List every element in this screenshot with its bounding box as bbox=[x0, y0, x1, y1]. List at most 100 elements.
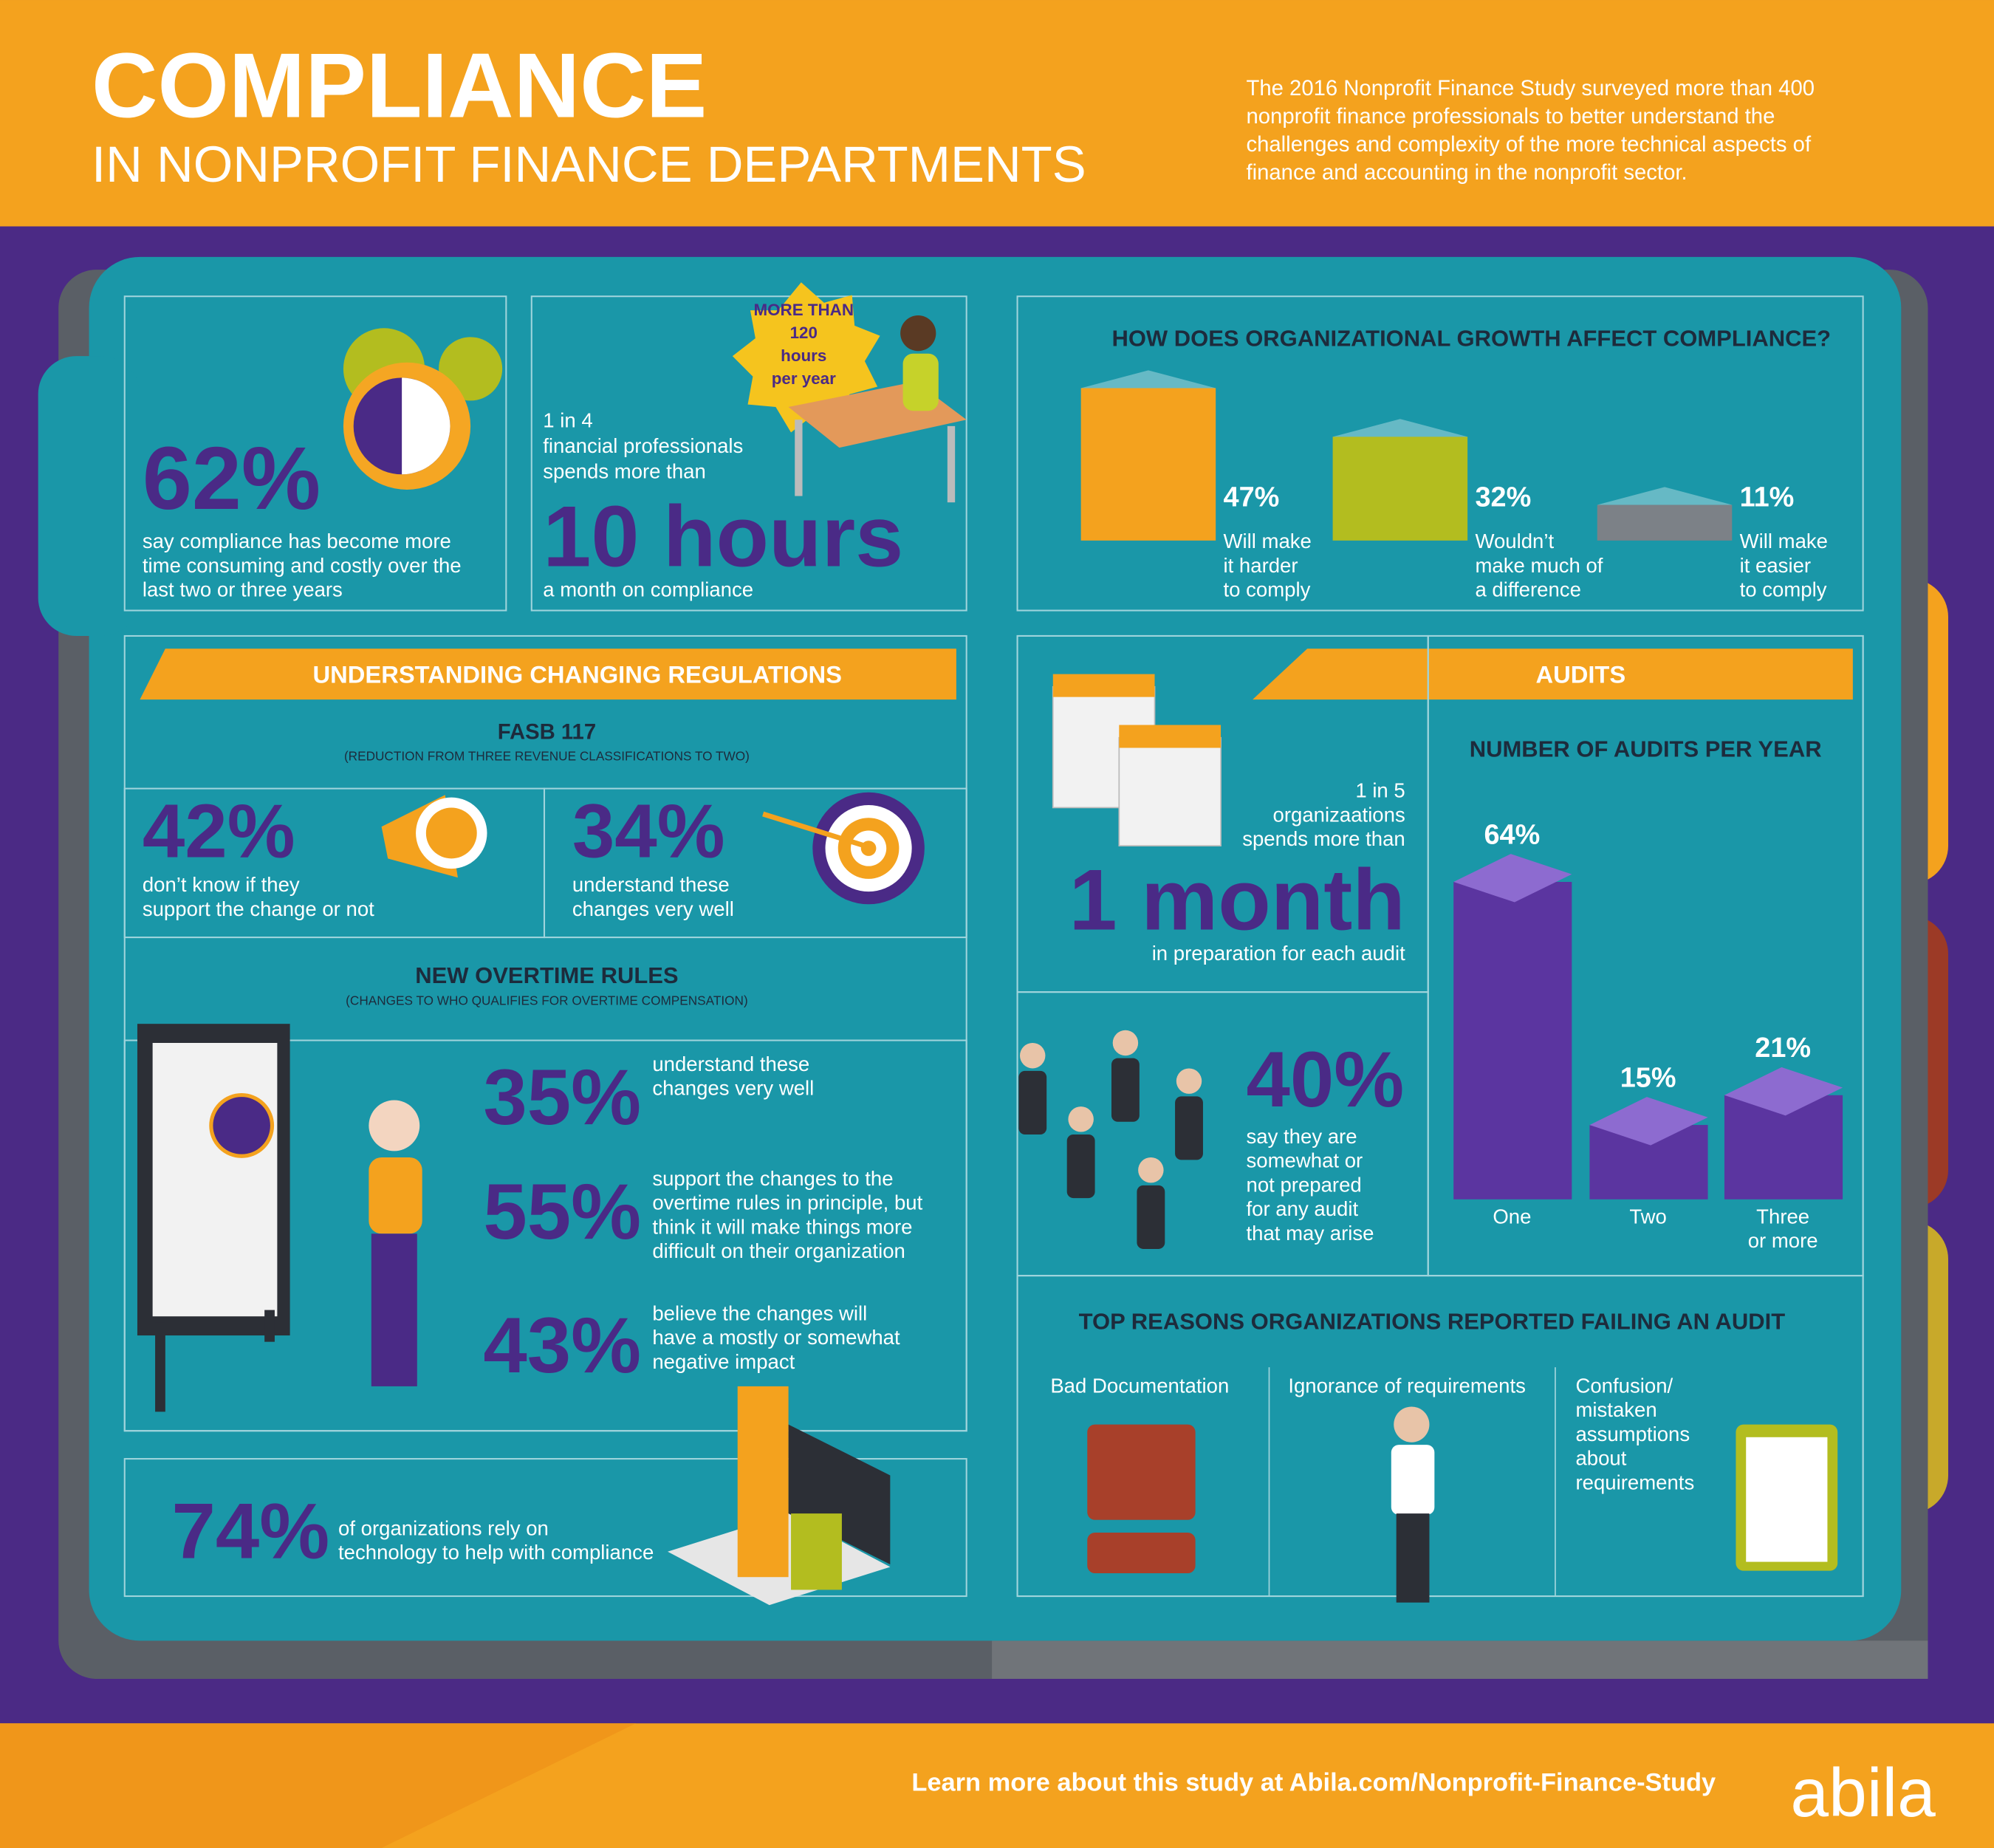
person-head bbox=[1176, 1068, 1202, 1094]
person-body bbox=[1111, 1058, 1140, 1122]
reason: assumptions bbox=[1575, 1423, 1690, 1445]
lead: financial professionals bbox=[543, 434, 743, 457]
logo: abila bbox=[1790, 1754, 1936, 1831]
intro-line: challenges and complexity of the more te… bbox=[1247, 133, 1812, 157]
man-legs bbox=[1396, 1513, 1430, 1603]
stat-text: for any audit bbox=[1247, 1197, 1359, 1220]
panel-border bbox=[123, 1458, 967, 1598]
badge bbox=[732, 282, 880, 433]
stat: 74% bbox=[171, 1486, 329, 1575]
bar-top bbox=[1080, 370, 1216, 389]
laptop-screen bbox=[788, 1424, 891, 1564]
stat: 10 hours bbox=[543, 487, 903, 584]
clock-half bbox=[402, 377, 450, 475]
panel-shadow-light bbox=[992, 1640, 1928, 1679]
stat-text: last two or three years bbox=[143, 578, 343, 601]
stat-text: support the change or not bbox=[143, 897, 374, 920]
bar-top bbox=[1724, 1067, 1843, 1116]
panel-border bbox=[123, 1039, 967, 1432]
easel-leg bbox=[264, 1310, 275, 1342]
section-title: NUMBER OF AUDITS PER YEAR bbox=[1470, 736, 1822, 762]
intro-line: finance and accounting in the nonprofit … bbox=[1247, 161, 1688, 185]
stat-text: think it will make things more bbox=[652, 1215, 912, 1238]
panel-border bbox=[530, 295, 967, 612]
audit-bar bbox=[1453, 882, 1572, 1200]
stat-text: say they are bbox=[1247, 1125, 1357, 1148]
woman-head bbox=[369, 1100, 420, 1151]
megaphone-inner bbox=[425, 807, 477, 859]
growth-bar bbox=[1597, 504, 1733, 541]
easel-screen bbox=[152, 1043, 278, 1317]
value-label: 64% bbox=[1484, 819, 1540, 850]
woman-legs bbox=[371, 1233, 417, 1386]
stat: 35% bbox=[483, 1053, 641, 1141]
stat-text: changes very well bbox=[572, 897, 734, 920]
stat: 34% bbox=[572, 788, 725, 874]
dollar-coin bbox=[209, 1093, 275, 1158]
bar-label: a difference bbox=[1475, 578, 1580, 601]
bar-label: to comply bbox=[1224, 578, 1311, 601]
bar-label: to comply bbox=[1740, 578, 1827, 601]
stat-text: somewhat or bbox=[1247, 1149, 1363, 1172]
header-band bbox=[0, 0, 1994, 227]
badge-text: hours bbox=[781, 346, 826, 365]
reason: about bbox=[1575, 1447, 1626, 1470]
stat-text: of organizations rely on bbox=[338, 1516, 549, 1539]
desk-leg bbox=[795, 420, 803, 496]
spreadsheet bbox=[1118, 736, 1222, 846]
stat-text: difficult on their organization bbox=[652, 1239, 905, 1262]
subtitle: IN NONPROFIT FINANCE DEPARTMENTS bbox=[92, 136, 1086, 193]
person-head bbox=[1138, 1157, 1164, 1183]
person-head bbox=[1068, 1106, 1094, 1132]
banner bbox=[1253, 648, 1853, 700]
arrow bbox=[762, 811, 866, 849]
bar-top bbox=[1589, 1097, 1708, 1146]
spreadsheet-head bbox=[1052, 674, 1155, 697]
person-body bbox=[1018, 1070, 1047, 1135]
reason: Ignorance of requirements bbox=[1288, 1375, 1526, 1397]
lead: 1 in 5 bbox=[1355, 779, 1405, 802]
person-head bbox=[900, 315, 936, 352]
laptop-bar bbox=[791, 1513, 842, 1590]
bar-top bbox=[1597, 487, 1733, 505]
value-label: 47% bbox=[1224, 482, 1280, 513]
section-title: TOP REASONS ORGANIZATIONS REPORTED FAILI… bbox=[1079, 1308, 1786, 1334]
stat: 42% bbox=[143, 788, 295, 874]
stat-text: say compliance has become more bbox=[143, 530, 451, 552]
badge-text: per year bbox=[772, 369, 836, 388]
bar-label: Will make bbox=[1224, 530, 1312, 552]
note: (CHANGES TO WHO QUALIFIES FOR OVERTIME C… bbox=[346, 993, 748, 1007]
person-body bbox=[1175, 1096, 1203, 1160]
stat-text: time consuming and costly over the bbox=[143, 554, 462, 577]
badge-text: MORE THAN bbox=[754, 301, 854, 319]
footer-shade bbox=[0, 1723, 636, 1848]
stat: 62% bbox=[143, 428, 321, 528]
value-label: 15% bbox=[1620, 1062, 1676, 1093]
intro-line: The 2016 Nonprofit Finance Study surveye… bbox=[1247, 77, 1815, 100]
easel-leg bbox=[155, 1322, 165, 1412]
bar-label: it easier bbox=[1740, 554, 1811, 577]
bar-label: make much of bbox=[1475, 554, 1603, 577]
subsection-title: FASB 117 bbox=[498, 720, 596, 744]
reason: requirements bbox=[1575, 1471, 1694, 1493]
stat-text: believe the changes will bbox=[652, 1301, 867, 1324]
desk-leg bbox=[947, 425, 956, 503]
stat-text: technology to help with compliance bbox=[338, 1541, 654, 1564]
banner: AUDITS bbox=[1536, 661, 1626, 688]
panel-border bbox=[1016, 295, 1864, 612]
reason: mistaken bbox=[1575, 1398, 1656, 1421]
stat-text: support the changes to the bbox=[652, 1167, 893, 1190]
bar-label: Two bbox=[1629, 1205, 1667, 1228]
man-body bbox=[1391, 1445, 1435, 1515]
laptop-bar bbox=[737, 1386, 789, 1578]
stat-text: not prepared bbox=[1247, 1173, 1362, 1196]
person-head bbox=[1112, 1030, 1139, 1056]
banner bbox=[140, 648, 956, 700]
spreadsheet-head bbox=[1119, 725, 1222, 748]
panel-border bbox=[123, 295, 507, 612]
stat-text: in preparation for each audit bbox=[1152, 942, 1405, 965]
clipboard-paper bbox=[1746, 1437, 1828, 1562]
main-panel bbox=[89, 256, 1902, 1641]
stat-text: understand these bbox=[572, 873, 730, 896]
section-title: HOW DOES ORGANIZATIONAL GROWTH AFFECT CO… bbox=[1111, 325, 1831, 351]
